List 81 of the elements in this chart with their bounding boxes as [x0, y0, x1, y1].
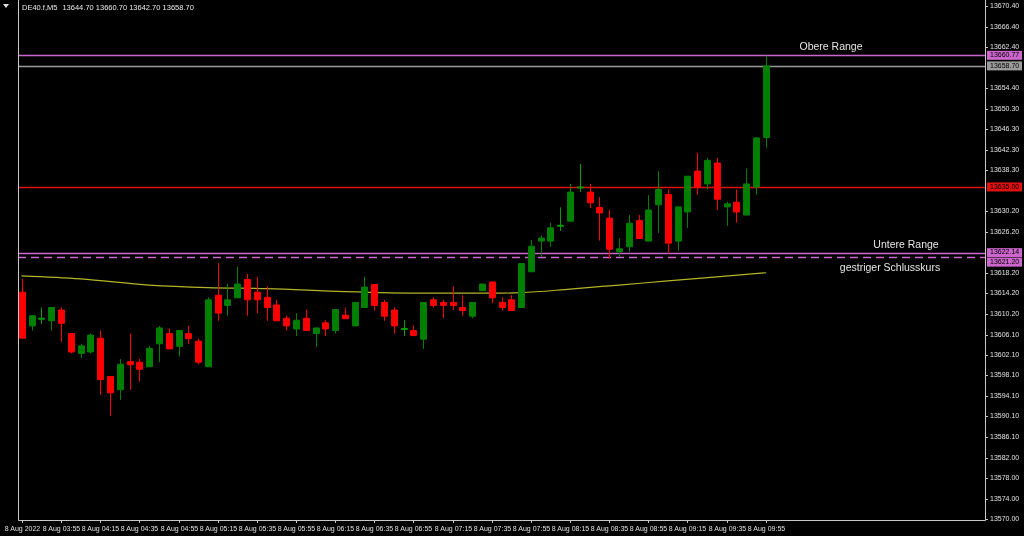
candlestick [410, 324, 417, 337]
line-series [21, 272, 767, 294]
candlestick [733, 189, 740, 224]
candlestick [763, 55, 770, 149]
candlestick [166, 327, 173, 350]
candlestick [176, 329, 183, 358]
candlestick [68, 333, 75, 354]
candlestick [694, 152, 701, 196]
candlestick [29, 315, 36, 331]
candlestick [430, 296, 437, 308]
candlestick [97, 329, 104, 396]
candlestick [420, 301, 427, 350]
candlestick [254, 276, 261, 314]
candlestick [743, 168, 750, 216]
candlestick [58, 307, 65, 343]
candlestick [518, 263, 525, 308]
candlestick [195, 338, 202, 365]
candlestick [224, 283, 231, 317]
candlestick [273, 299, 280, 322]
candlestick [156, 325, 163, 363]
candlestick [107, 375, 114, 417]
candlestick [371, 284, 378, 312]
candlestick [577, 163, 584, 193]
candlestick [264, 286, 271, 322]
annotation: Untere Range [873, 238, 939, 251]
candlestick [724, 201, 731, 227]
candlestick [675, 206, 682, 252]
candlestick [753, 136, 760, 196]
candlestick [704, 157, 711, 191]
candlestick [19, 278, 26, 339]
candlestick [381, 299, 388, 322]
candlestick [361, 276, 368, 308]
candlestick [342, 307, 349, 320]
candlestick [136, 358, 143, 383]
candlestick [616, 237, 623, 258]
candlestick [283, 315, 290, 331]
candlestick [626, 214, 633, 253]
candlestick [479, 283, 486, 292]
candlestick [78, 343, 85, 359]
candlestick [655, 170, 662, 234]
candlestick [606, 209, 613, 259]
candlestick [665, 189, 672, 254]
candlestick [645, 194, 652, 242]
candlestick [185, 325, 192, 345]
candlestick [293, 312, 300, 337]
candlestick [557, 206, 564, 232]
candlestick [303, 309, 310, 331]
candlestick [215, 262, 222, 322]
candlestick [48, 307, 55, 331]
candlestick [567, 183, 574, 222]
candlestick [499, 296, 506, 312]
candlestick [450, 286, 457, 311]
candlestick [391, 307, 398, 335]
candlestick [146, 345, 153, 368]
candlestick [587, 183, 594, 209]
candlestick [313, 327, 320, 348]
candlestick [538, 234, 545, 258]
candlestick [127, 333, 134, 391]
candlestick [440, 299, 447, 319]
candlestick [352, 301, 359, 327]
candlestick [636, 214, 643, 240]
candlestick [684, 175, 691, 229]
candlestick [547, 222, 554, 248]
candlestick [205, 296, 212, 368]
candlestick [508, 294, 515, 312]
candlestick [489, 281, 496, 304]
candlestick [322, 319, 329, 337]
candlestick [38, 307, 45, 325]
candlestick [332, 309, 339, 335]
annotation: Obere Range [799, 40, 863, 53]
candlestick [528, 239, 535, 273]
annotation: gestriger Schlusskurs [839, 261, 941, 274]
candlestick [596, 196, 603, 242]
candlestick [459, 294, 466, 317]
candlestick [244, 273, 251, 317]
candlestick [87, 333, 94, 354]
candlestick [401, 319, 408, 337]
candlestick [469, 301, 476, 319]
candlestick [234, 266, 241, 299]
candlestick [714, 157, 721, 211]
candlestick [117, 358, 124, 401]
